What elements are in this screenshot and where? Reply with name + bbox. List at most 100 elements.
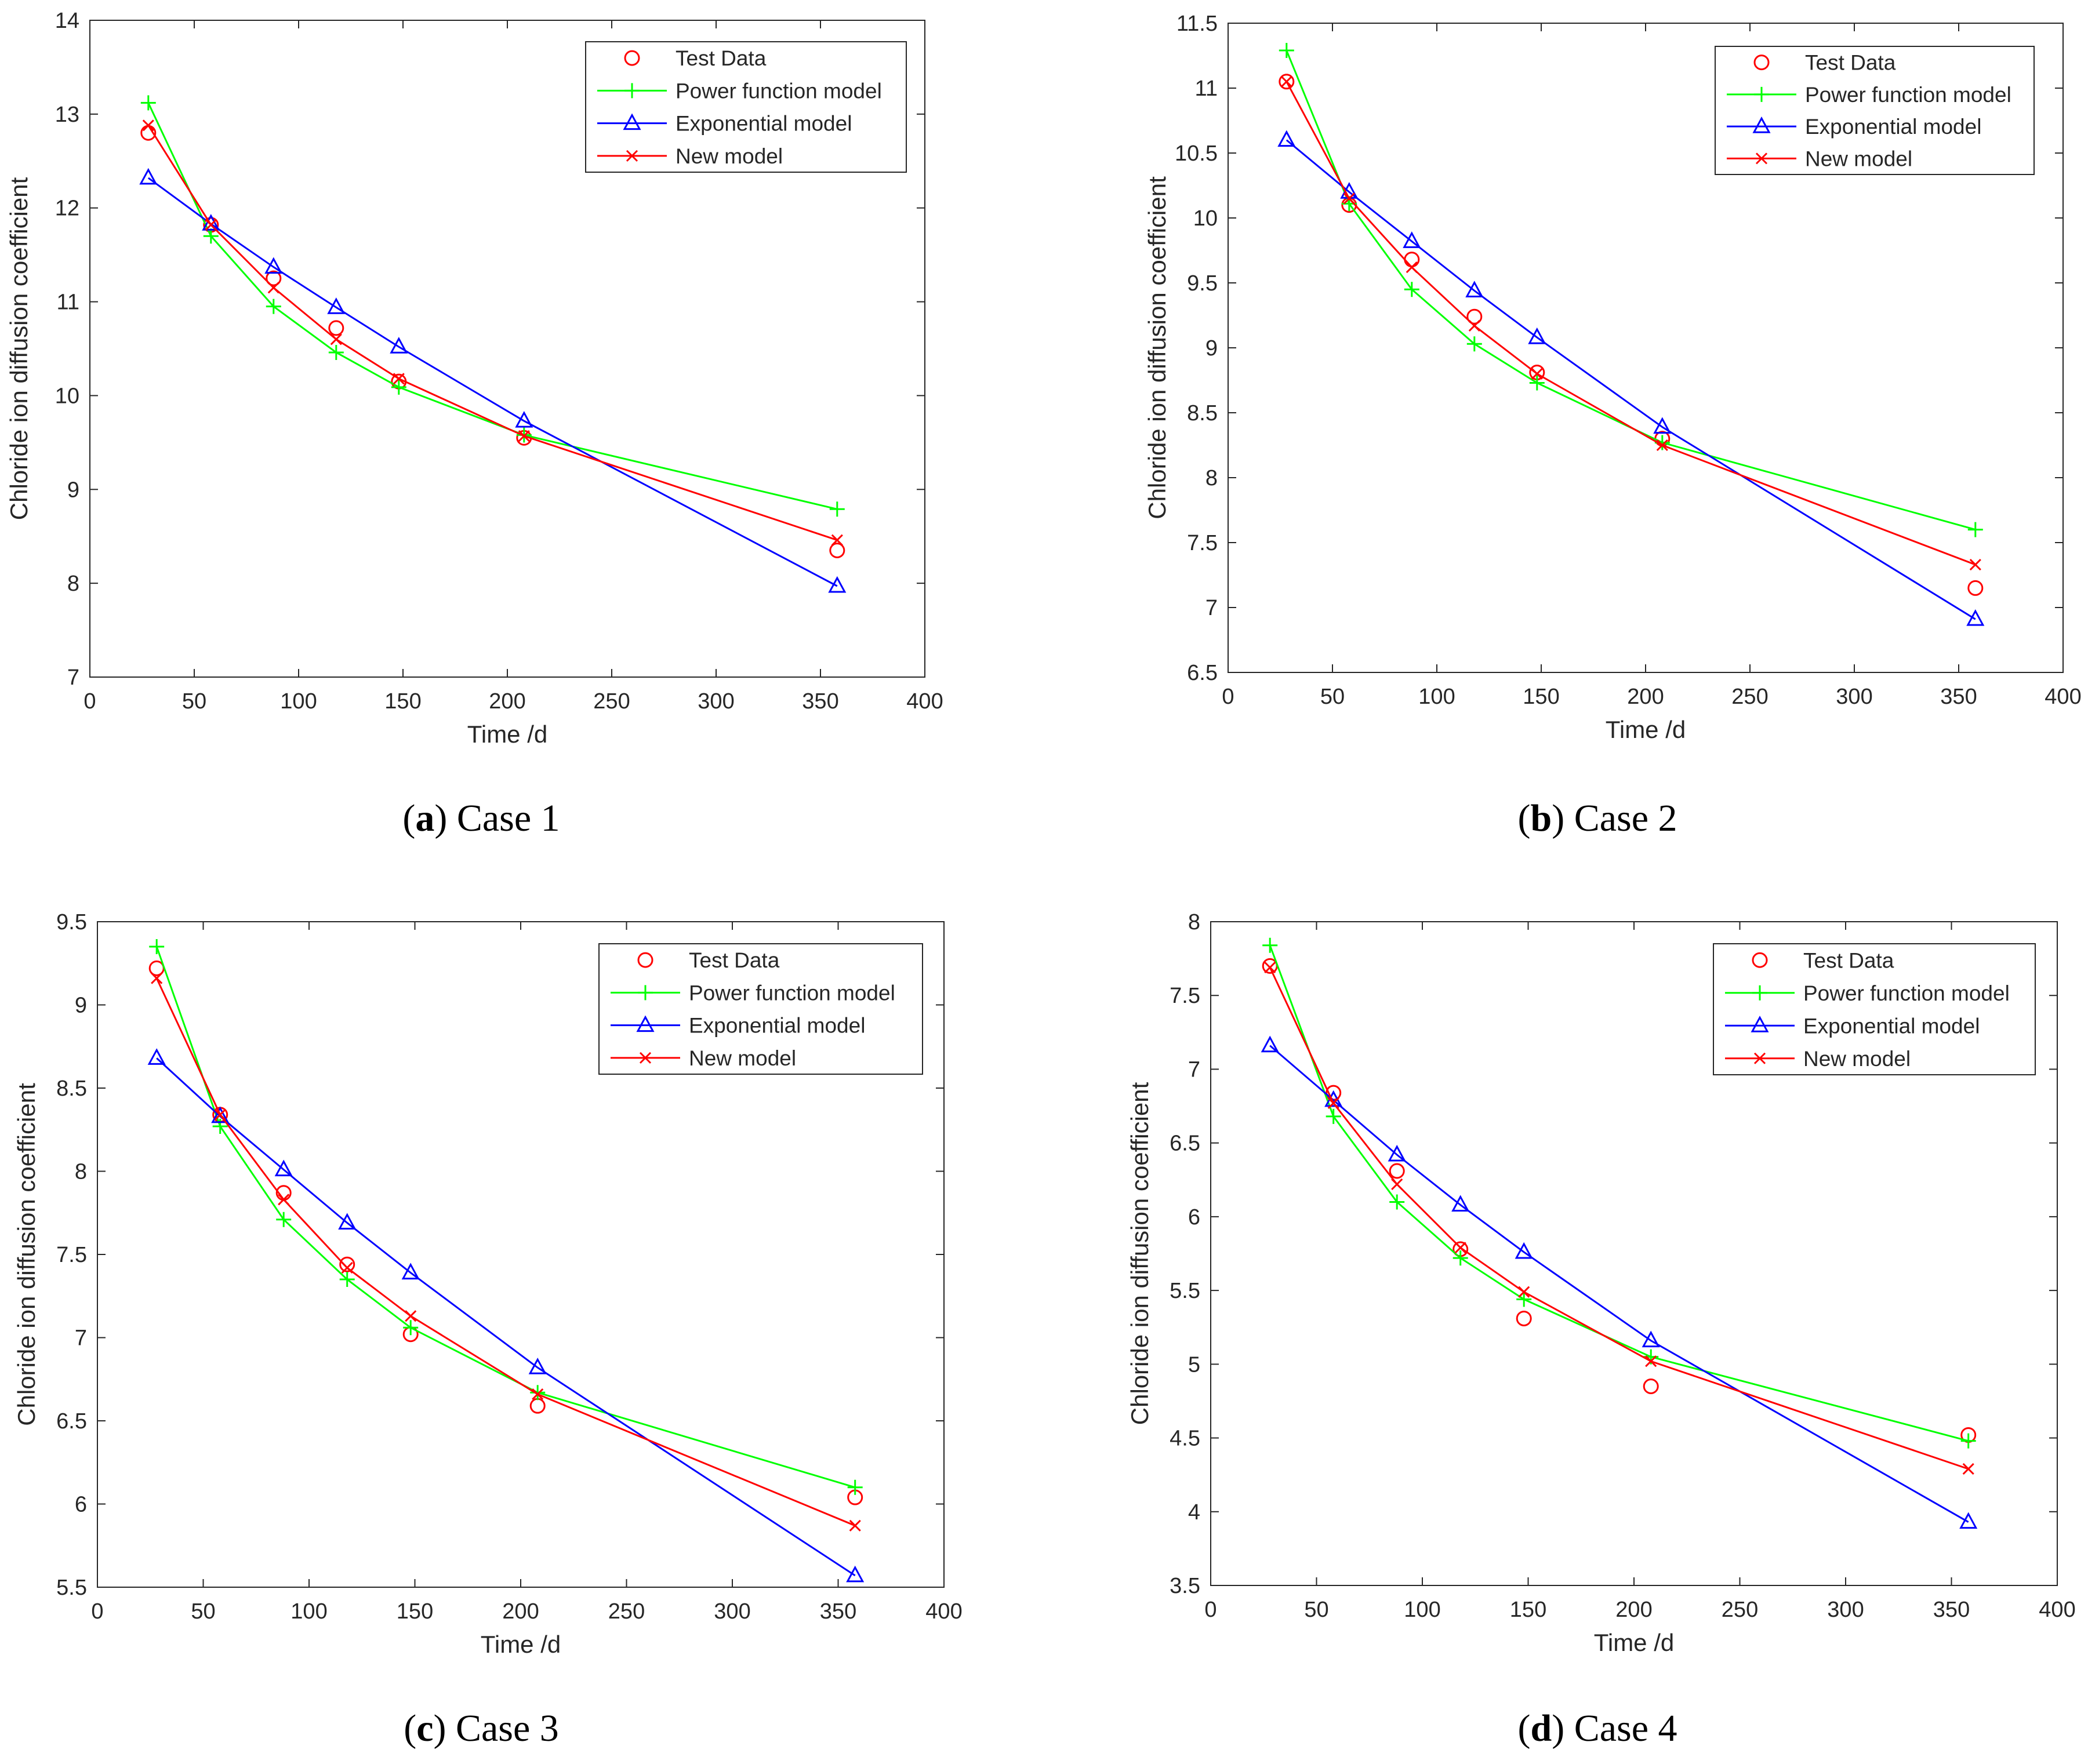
data-point-plus xyxy=(266,299,281,314)
caption-letter: b xyxy=(1530,797,1552,839)
data-point-cross xyxy=(142,119,154,132)
x-tick-label: 250 xyxy=(593,689,630,714)
data-point-triangle xyxy=(1261,1035,1279,1053)
data-point-triangle xyxy=(828,576,847,593)
series-exponential-model xyxy=(1261,1035,1978,1529)
data-point-cross xyxy=(278,1194,290,1206)
data-point-triangle xyxy=(139,168,158,185)
data-point-cross xyxy=(1327,1097,1339,1110)
y-tick-label: 8 xyxy=(67,572,79,596)
x-axis-label: Time /d xyxy=(481,1631,561,1658)
legend-marker-plus xyxy=(1754,86,1769,102)
data-point-triangle xyxy=(1515,1242,1533,1259)
x-tick-label: 250 xyxy=(608,1599,645,1624)
y-tick-label: 7.5 xyxy=(1170,984,1200,1008)
data-point-cross xyxy=(1645,1355,1657,1367)
x-tick-label: 100 xyxy=(290,1599,327,1624)
data-point-plus xyxy=(1262,937,1278,953)
data-point-cross xyxy=(341,1261,353,1274)
y-tick-label: 6 xyxy=(1188,1205,1200,1230)
data-point-triangle xyxy=(274,1159,293,1177)
data-point-cross xyxy=(330,333,342,345)
panel-caption: (a) Case 1 xyxy=(402,797,560,839)
data-point-triangle xyxy=(1451,1195,1470,1212)
y-tick-label: 9 xyxy=(67,478,79,502)
x-tick-label: 0 xyxy=(91,1599,103,1624)
chart-panel-case-3: 0 50 100 150 200 250 300 350 400 5.5 6 6.5 7 7.5 8 8.5 9… xyxy=(13,910,963,1750)
x-tick-label: 250 xyxy=(1722,1598,1758,1622)
data-point-plus xyxy=(1967,522,1983,537)
caption-letter: c xyxy=(416,1707,433,1750)
panel-caption: (c) Case 3 xyxy=(404,1707,559,1750)
y-tick-label: 11 xyxy=(1195,77,1218,101)
data-point-triangle xyxy=(147,1048,166,1065)
data-point-plus xyxy=(1389,1194,1405,1210)
data-point-triangle xyxy=(846,1565,865,1583)
data-point-circle xyxy=(1389,1163,1405,1179)
legend-label: New model xyxy=(689,1046,796,1070)
legend-label: Exponential model xyxy=(1805,115,1981,139)
y-tick-label: 8 xyxy=(75,1160,87,1184)
x-tick-label: 200 xyxy=(502,1599,539,1624)
data-point-triangle xyxy=(1528,327,1546,344)
legend-marker-circle xyxy=(1752,952,1768,968)
caption-paren-open: ( xyxy=(404,1707,416,1750)
y-tick-label: 6.5 xyxy=(56,1409,87,1434)
y-tick-label: 6.5 xyxy=(1187,661,1218,685)
legend-marker-triangle xyxy=(636,1015,655,1032)
legend-marker-plus xyxy=(638,985,653,1001)
caption-letter: d xyxy=(1530,1707,1552,1750)
y-axis-label: Chloride ion diffusion coefficient xyxy=(5,177,32,520)
legend-box xyxy=(585,41,907,173)
legend-label: Test Data xyxy=(676,46,767,70)
caption-paren-close: ) xyxy=(434,797,447,839)
data-point-triangle xyxy=(1966,609,1985,626)
x-tick-label: 100 xyxy=(1404,1598,1440,1622)
data-point-plus xyxy=(339,1272,355,1287)
data-point-cross xyxy=(1468,319,1480,332)
x-tick-label: 150 xyxy=(384,689,421,714)
data-point-cross xyxy=(1962,1463,1974,1475)
x-tick-label: 300 xyxy=(698,689,734,714)
x-tick-label: 200 xyxy=(1627,685,1664,709)
x-tick-label: 250 xyxy=(1731,685,1768,709)
x-tick-label: 300 xyxy=(714,1599,750,1624)
data-point-cross xyxy=(1343,192,1355,205)
y-tick-label: 10.5 xyxy=(1175,141,1218,166)
x-tick-label: 50 xyxy=(191,1599,215,1624)
legend-marker-plus xyxy=(1752,985,1767,1001)
legend-label: Exponential model xyxy=(1803,1014,1980,1038)
legend-label: Power function model xyxy=(676,79,882,103)
x-axis-label: Time /d xyxy=(467,721,547,748)
legend-label: Exponential model xyxy=(676,112,852,136)
series-line xyxy=(156,1057,856,1577)
legend-marker-circle xyxy=(624,50,640,66)
series-exponential-model xyxy=(147,1048,865,1583)
data-point-plus xyxy=(391,379,406,395)
data-point-plus xyxy=(149,939,165,955)
y-tick-label: 8 xyxy=(1188,910,1200,934)
legend-marker-triangle xyxy=(1751,1016,1769,1032)
y-tick-label: 10 xyxy=(1193,206,1218,231)
data-point-circle xyxy=(1466,308,1483,325)
data-point-cross xyxy=(205,219,217,231)
y-tick-label: 7 xyxy=(67,665,79,690)
data-point-circle xyxy=(1516,1310,1532,1326)
data-point-cross xyxy=(405,1310,417,1322)
x-tick-label: 50 xyxy=(1320,685,1345,709)
x-tick-label: 0 xyxy=(1222,685,1234,709)
data-point-circle xyxy=(339,1256,355,1272)
data-point-plus xyxy=(140,95,156,111)
y-tick-label: 9 xyxy=(75,994,87,1018)
series-new-model xyxy=(1280,75,1981,571)
caption-text: Case 1 xyxy=(447,797,560,839)
data-point-plus xyxy=(530,1385,546,1401)
data-point-triangle xyxy=(1653,417,1672,434)
x-tick-label: 350 xyxy=(820,1599,856,1624)
data-point-triangle xyxy=(1277,130,1296,147)
series-new-model xyxy=(142,119,843,546)
data-point-triangle xyxy=(1642,1330,1660,1348)
y-axis-label: Chloride ion diffusion coefficient xyxy=(13,1083,40,1426)
x-tick-label: 300 xyxy=(1827,1598,1864,1622)
data-point-plus xyxy=(276,1212,292,1227)
